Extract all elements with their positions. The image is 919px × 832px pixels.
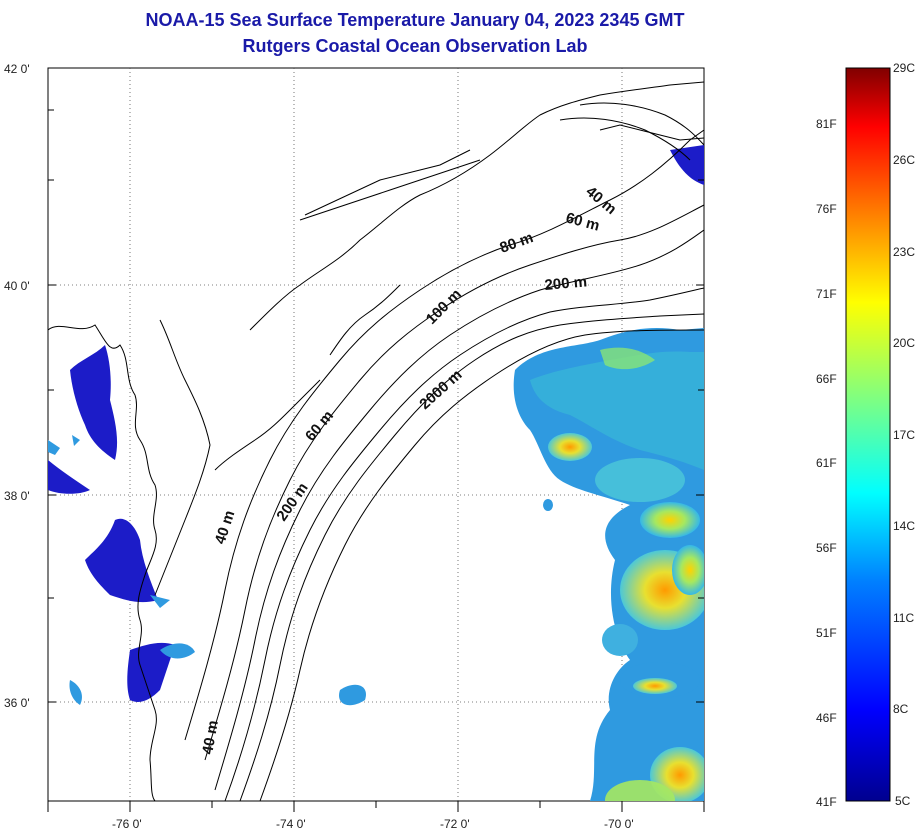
map-subtitle: Rutgers Coastal Ocean Observation Lab — [242, 36, 588, 56]
celsius-label: 29C — [893, 61, 915, 75]
axis-ticks — [47, 109, 705, 812]
fahrenheit-label: 46F — [816, 711, 837, 725]
sst-ocean-patches — [339, 328, 704, 801]
celsius-label: 26C — [893, 153, 915, 167]
lat-label: 38 0' — [4, 489, 30, 503]
celsius-label: 17C — [893, 428, 915, 442]
celsius-label: 11C — [893, 611, 914, 625]
longitude-labels: -76 0' -74 0' -72 0' -70 0' — [112, 817, 634, 831]
fahrenheit-label: 61F — [816, 456, 837, 470]
celsius-label: 5C — [895, 794, 911, 808]
celsius-label: 23C — [893, 245, 915, 259]
celsius-label: 8C — [893, 702, 909, 716]
lon-label: -72 0' — [440, 817, 470, 831]
colorbar-fahrenheit-labels: 81F 76F 71F 66F 61F 56F 51F 46F 41F — [816, 117, 837, 809]
fahrenheit-label: 76F — [816, 202, 837, 216]
fahrenheit-label: 51F — [816, 626, 837, 640]
lon-label: -74 0' — [276, 817, 306, 831]
contour-label: 40 m — [199, 719, 222, 756]
coastline — [48, 81, 704, 801]
fahrenheit-label: 81F — [816, 117, 837, 131]
lat-label: 40 0' — [4, 279, 30, 293]
lat-label: 36 0' — [4, 696, 30, 710]
isobath-contours — [184, 102, 704, 801]
latitude-labels: 42 0' 40 0' 38 0' 36 0' — [4, 62, 30, 710]
fahrenheit-label: 66F — [816, 372, 837, 386]
celsius-label: 20C — [893, 336, 915, 350]
lon-label: -76 0' — [112, 817, 142, 831]
lon-label: -70 0' — [604, 817, 634, 831]
fahrenheit-label: 56F — [816, 541, 837, 555]
contour-label: 200 m — [544, 273, 588, 294]
colorbar — [845, 67, 891, 802]
celsius-label: 14C — [893, 519, 915, 533]
fahrenheit-label: 71F — [816, 287, 837, 301]
map-title: NOAA-15 Sea Surface Temperature January … — [145, 10, 685, 30]
lat-label: 42 0' — [4, 62, 30, 76]
colorbar-celsius-labels: 29C 26C 23C 20C 17C 14C 11C 8C 5C — [893, 61, 915, 808]
fahrenheit-label: 41F — [816, 795, 837, 809]
